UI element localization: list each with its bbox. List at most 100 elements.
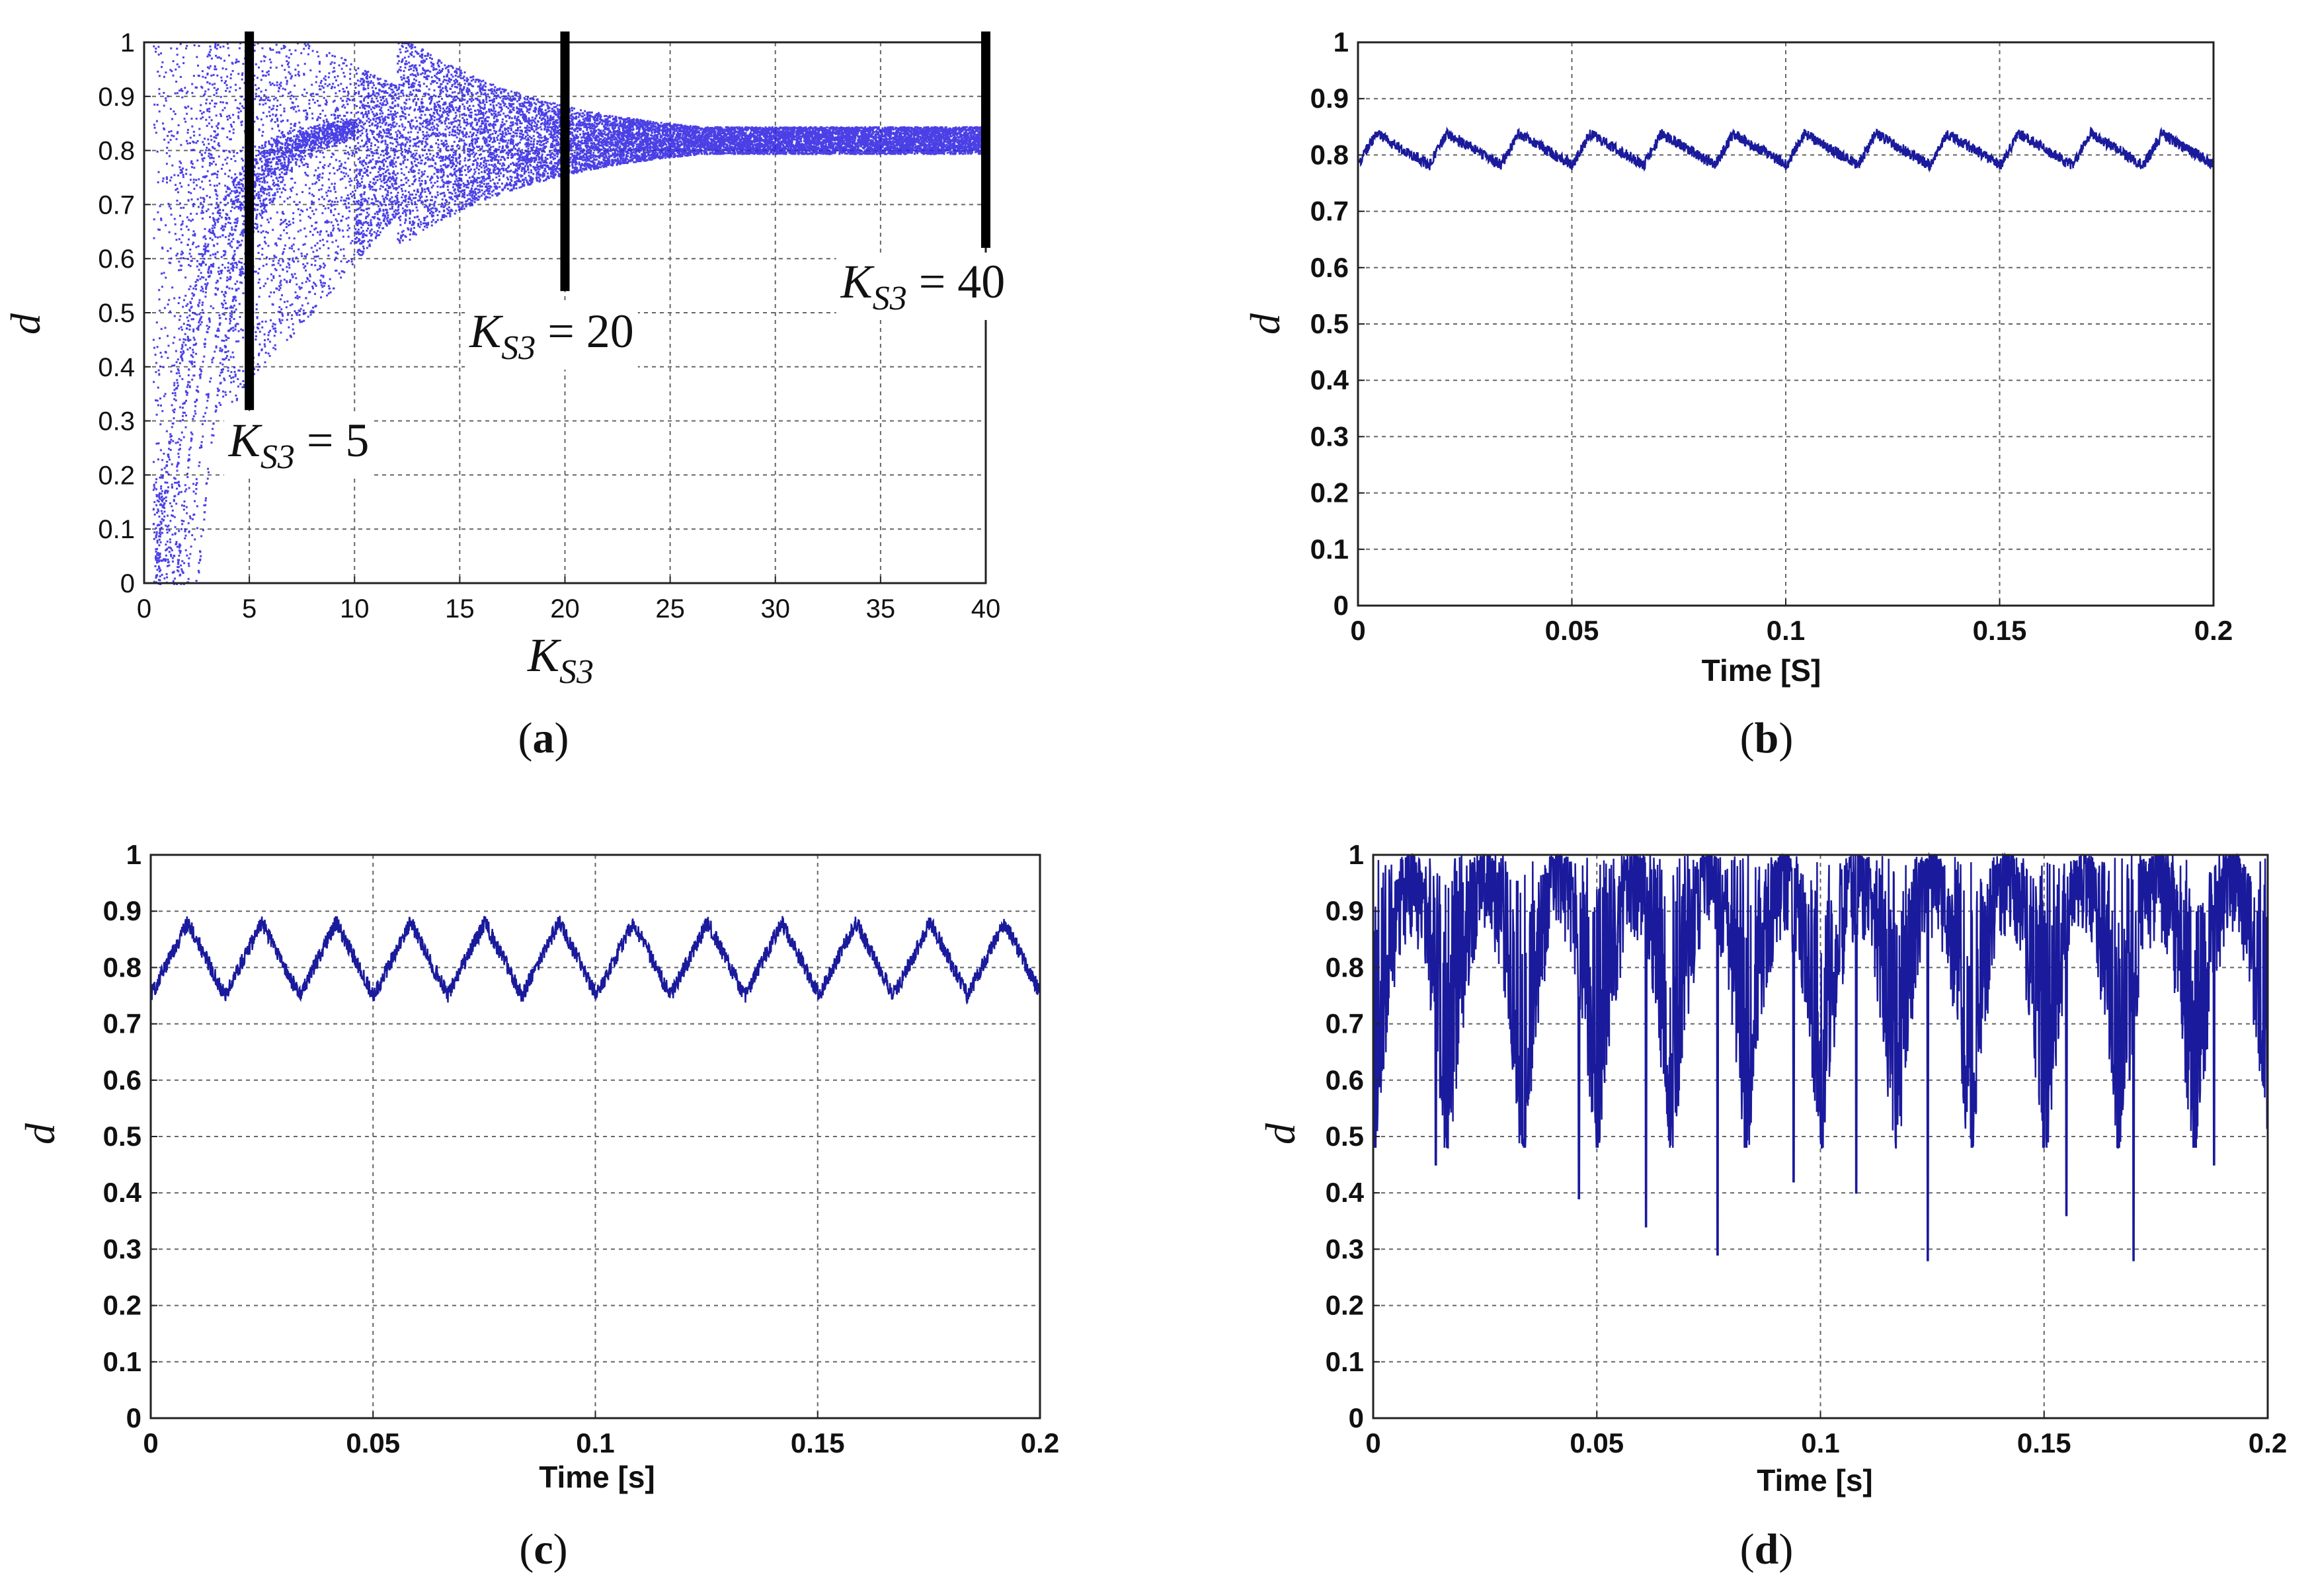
x-tick-label: 0 xyxy=(1365,1427,1380,1458)
panel-d-y-ticks: 0 0.1 0.2 0.3 0.4 0.5 0.6 0.7 0.8 0.9 1 xyxy=(1326,839,1380,1433)
y-tick-label: 0.9 xyxy=(1310,83,1349,114)
panel-c-series-line xyxy=(149,916,1041,1005)
y-tick-label: 0.7 xyxy=(1326,1008,1364,1039)
panel-c-x-axis-label: Time [s] xyxy=(539,1460,655,1494)
x-tick-label: 35 xyxy=(866,594,896,623)
y-tick-label: 0.7 xyxy=(1310,196,1349,227)
x-tick-label: 0.15 xyxy=(791,1427,845,1458)
y-tick-label: 0.3 xyxy=(103,1233,141,1264)
y-tick-label: 0.8 xyxy=(1310,139,1349,170)
x-tick-label: 0.05 xyxy=(1545,615,1599,646)
y-tick-label: 0.9 xyxy=(98,83,135,112)
x-tick-label: 0.1 xyxy=(1801,1427,1839,1458)
marker-label-ks3-5: KS3 = 5 xyxy=(228,414,370,476)
panel-c-grid xyxy=(151,855,1040,1418)
y-tick-label: 0.6 xyxy=(1326,1064,1364,1096)
x-tick-label: 5 xyxy=(242,594,257,623)
x-tick-label: 0.15 xyxy=(1973,615,2027,646)
y-tick-label: 0 xyxy=(126,1402,141,1433)
panel-a-x-ticks: 0 5 10 15 20 25 30 35 40 xyxy=(137,577,1000,623)
panel-a-x-axis-label: KS3 xyxy=(527,629,594,691)
x-tick-label: 0 xyxy=(137,594,151,623)
y-tick-label: 0.2 xyxy=(103,1290,141,1321)
y-tick-label: 0.3 xyxy=(1310,420,1349,452)
x-tick-label: 0 xyxy=(1350,615,1365,646)
y-tick-label: 0.6 xyxy=(1310,252,1349,283)
y-tick-label: 0.6 xyxy=(98,245,135,274)
y-tick-label: 0.5 xyxy=(98,299,135,328)
panel-a-scatter-points xyxy=(152,42,988,585)
x-tick-label: 40 xyxy=(971,594,1001,623)
panel-b-line-chart: 0 0.05 0.1 0.15 0.2 0 0.1 0.2 0.3 0.4 0.5 0.6 0.7 0.… xyxy=(1242,26,2233,762)
panel-a-markers: KS3 = 5 KS3 = 20 KS3 = 40 xyxy=(223,31,1010,479)
panel-a-y-axis-label: d xyxy=(2,313,49,335)
x-tick-label: 30 xyxy=(761,594,791,623)
y-tick-label: 0.3 xyxy=(98,407,135,436)
x-tick-label: 0.15 xyxy=(2017,1427,2071,1458)
y-tick-label: 0 xyxy=(120,569,135,598)
x-tick-label: 0.1 xyxy=(1767,615,1805,646)
y-tick-label: 0.8 xyxy=(103,951,141,982)
panel-d-series-line xyxy=(1372,852,2269,1261)
y-tick-label: 0.6 xyxy=(103,1064,141,1096)
y-tick-label: 0.4 xyxy=(98,353,135,382)
y-tick-label: 0.4 xyxy=(1310,364,1349,395)
y-tick-label: 0 xyxy=(1349,1402,1364,1433)
panel-b-x-axis-label: Time [S] xyxy=(1702,653,1821,688)
x-tick-label: 0.1 xyxy=(576,1427,614,1458)
panel-b-series-line xyxy=(1357,126,2215,173)
marker-label-bg xyxy=(465,302,638,370)
panel-c-caption: (c) xyxy=(519,1525,567,1574)
y-tick-label: 0.5 xyxy=(1326,1121,1364,1152)
x-tick-label: 10 xyxy=(340,594,370,623)
y-tick-label: 1 xyxy=(1334,26,1349,58)
y-tick-label: 0.2 xyxy=(98,461,135,490)
y-tick-label: 0.2 xyxy=(1326,1290,1364,1321)
y-tick-label: 0.1 xyxy=(98,515,135,544)
y-tick-label: 0.9 xyxy=(103,895,141,926)
y-tick-label: 0.9 xyxy=(1326,895,1364,926)
panel-b-y-axis-label: d xyxy=(1242,313,1289,335)
marker-label-ks3-40: KS3 = 40 xyxy=(840,255,1006,317)
panel-b-x-ticks: 0 0.05 0.1 0.15 0.2 xyxy=(1350,599,2233,646)
x-tick-label: 0.2 xyxy=(2194,615,2233,646)
y-tick-label: 1 xyxy=(120,28,135,58)
marker-label-bg xyxy=(836,253,1010,320)
y-tick-label: 0.8 xyxy=(98,137,135,166)
panel-d-x-ticks: 0 0.05 0.1 0.15 0.2 xyxy=(1365,1412,2287,1458)
x-tick-label: 15 xyxy=(445,594,475,623)
y-tick-label: 0.5 xyxy=(1310,308,1349,339)
x-tick-label: 25 xyxy=(655,594,685,623)
y-tick-label: 0 xyxy=(1334,590,1349,621)
y-tick-label: 0.4 xyxy=(103,1177,142,1208)
panel-d-line-chart: 0 0.05 0.1 0.15 0.2 0 0.1 0.2 0.3 0.4 0.5 0.6 0.7 0.… xyxy=(1257,839,2287,1574)
y-tick-label: 0.1 xyxy=(1310,534,1349,565)
panel-b-y-ticks: 0 0.1 0.2 0.3 0.4 0.5 0.6 0.7 0.8 0.9 1 xyxy=(1310,26,1365,621)
panel-d-caption: (d) xyxy=(1740,1525,1794,1574)
x-tick-label: 0.05 xyxy=(346,1427,400,1458)
y-tick-label: 0.1 xyxy=(1326,1346,1364,1377)
panel-c-x-ticks: 0 0.05 0.1 0.15 0.2 xyxy=(143,1412,1059,1458)
marker-label-ks3-20: KS3 = 20 xyxy=(469,305,634,367)
y-tick-label: 0.8 xyxy=(1326,951,1364,982)
y-tick-label: 0.5 xyxy=(103,1121,141,1152)
y-tick-label: 0.2 xyxy=(1310,477,1349,508)
panel-d-y-axis-label: d xyxy=(1257,1123,1304,1144)
panel-c-y-axis-label: d xyxy=(17,1123,63,1144)
y-tick-label: 1 xyxy=(1349,839,1364,870)
panel-b-caption: (b) xyxy=(1740,714,1794,762)
scatter-point-cloud xyxy=(152,42,988,585)
panel-c-y-ticks: 0 0.1 0.2 0.3 0.4 0.5 0.6 0.7 0.8 0.9 1 xyxy=(103,839,157,1433)
y-tick-label: 0.4 xyxy=(1326,1177,1365,1208)
panel-d-x-axis-label: Time [s] xyxy=(1757,1463,1873,1497)
y-tick-label: 0.1 xyxy=(103,1346,141,1377)
y-tick-label: 0.3 xyxy=(1326,1233,1364,1264)
x-tick-label: 0 xyxy=(143,1427,158,1458)
panel-b-grid xyxy=(1358,42,2214,606)
y-tick-label: 0.7 xyxy=(103,1008,141,1039)
x-tick-label: 20 xyxy=(550,594,580,623)
x-tick-label: 0.2 xyxy=(1021,1427,1059,1458)
panel-a-scatter-chart: 0 5 10 15 20 25 30 35 40 00.10.20.30.40.50.60.70… xyxy=(2,28,1010,762)
marker-label-bg xyxy=(223,411,374,479)
